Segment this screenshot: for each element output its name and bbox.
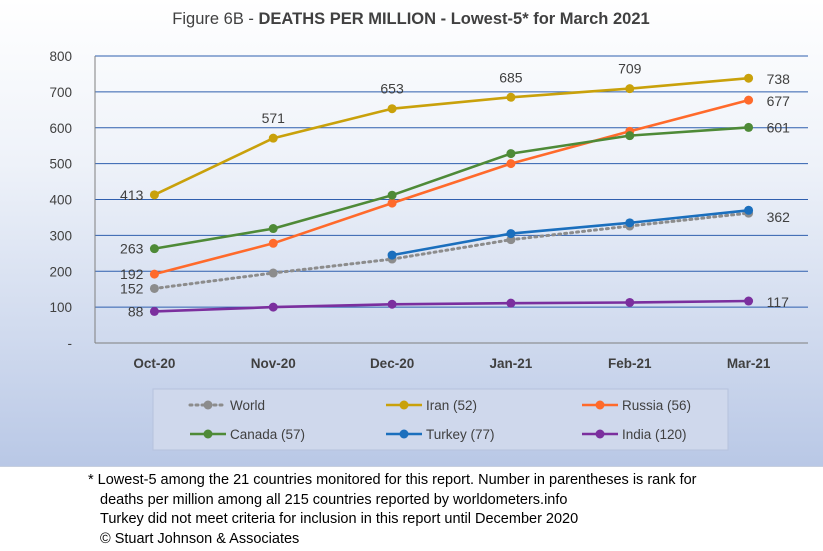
x-tick-label: Jan-21 <box>490 356 533 371</box>
data-label: 653 <box>380 81 404 97</box>
data-point <box>506 149 516 159</box>
data-label: 677 <box>767 93 791 109</box>
data-label: 117 <box>767 294 790 310</box>
data-point <box>149 269 159 279</box>
data-point <box>149 306 159 316</box>
data-point <box>506 159 516 169</box>
data-point <box>387 299 397 309</box>
legend-label: World <box>230 398 265 413</box>
series-line <box>152 211 751 290</box>
legend-swatch-marker <box>595 429 605 439</box>
y-tick-label: 800 <box>49 49 72 64</box>
legend: World Iran (52) Russia (56) Canada (57) Turk… <box>152 388 729 451</box>
chart-title: Figure 6B - DEATHS PER MILLION - Lowest-… <box>172 10 649 28</box>
data-label: 152 <box>120 280 144 296</box>
chart-title-main: DEATHS PER MILLION - Lowest-5* for March… <box>259 10 650 28</box>
series-layer <box>149 73 754 316</box>
data-point <box>387 104 397 114</box>
y-tick-label: 300 <box>49 228 72 243</box>
chart-title-prefix: Figure 6B - <box>172 10 258 28</box>
data-point <box>149 244 159 254</box>
data-point <box>387 198 397 208</box>
data-point <box>625 131 635 141</box>
y-tick-label: 100 <box>49 300 72 315</box>
data-label: 709 <box>618 61 642 77</box>
data-point <box>744 122 754 132</box>
data-point <box>387 250 397 260</box>
footnote-line-2: deaths per million among all 215 countri… <box>100 491 568 508</box>
data-point <box>625 84 635 94</box>
data-label: 362 <box>767 209 791 225</box>
x-tick-label: Dec-20 <box>370 356 414 371</box>
x-tick-label: Nov-20 <box>251 356 296 371</box>
y-tick-label: 700 <box>49 85 72 100</box>
legend-swatch-marker <box>203 429 213 439</box>
legend-swatch-marker <box>203 400 213 410</box>
data-point <box>625 297 635 307</box>
data-point <box>506 92 516 102</box>
legend-label: Turkey (77) <box>426 427 495 442</box>
data-label: 263 <box>120 241 144 257</box>
data-point <box>268 224 278 234</box>
footnote: * Lowest-5 among the 21 countries monito… <box>88 471 808 549</box>
data-point <box>268 238 278 248</box>
data-point <box>744 205 754 215</box>
x-tick-label: Oct-20 <box>133 356 175 371</box>
data-point <box>268 268 278 278</box>
y-tick-label: 500 <box>49 157 72 172</box>
line-chart: Figure 6B - DEATHS PER MILLION - Lowest-… <box>49 10 808 451</box>
data-label: 685 <box>499 69 523 85</box>
data-point <box>387 190 397 200</box>
series-line <box>154 126 749 250</box>
legend-swatch-marker <box>399 429 409 439</box>
data-point <box>744 296 754 306</box>
gridlines <box>95 55 808 308</box>
data-point <box>625 218 635 228</box>
legend-swatch-marker <box>399 400 409 410</box>
data-point <box>149 283 159 293</box>
series-line <box>154 299 749 313</box>
data-label: 413 <box>120 187 144 203</box>
chart-area: Figure 6B - DEATHS PER MILLION - Lowest-… <box>0 0 823 467</box>
legend-label: India (120) <box>622 427 687 442</box>
legend-label: Russia (56) <box>622 398 691 413</box>
footnote-line-1: * Lowest-5 among the 21 countries monito… <box>88 472 697 488</box>
series-line <box>391 209 749 257</box>
legend-label: Iran (52) <box>426 398 477 413</box>
footnote-line-4: © Stuart Johnson & Associates <box>100 530 300 547</box>
axes: - 100 200 300 400 500 600 700 800 Oct-20 Nov-20 Dec… <box>49 49 808 371</box>
data-label: 601 <box>767 119 791 135</box>
series-line <box>154 98 749 276</box>
data-point <box>506 298 516 308</box>
data-label: 738 <box>767 71 791 87</box>
data-label: 571 <box>262 110 286 126</box>
data-label: 88 <box>128 303 144 319</box>
y-tick-label: 600 <box>49 121 72 136</box>
y-tick-label: - <box>68 336 73 351</box>
data-point <box>149 190 159 200</box>
data-point <box>268 133 278 143</box>
data-point <box>744 73 754 83</box>
data-point <box>744 95 754 105</box>
legend-box <box>152 388 729 451</box>
series-line <box>153 76 749 196</box>
x-tick-label: Feb-21 <box>608 356 652 371</box>
y-tick-label: 200 <box>49 264 72 279</box>
legend-label: Canada (57) <box>230 427 305 442</box>
data-label: 192 <box>120 266 144 282</box>
data-labels: 152 362 413 571 653 685 709 738 192 677 263 601 88 11… <box>120 61 790 320</box>
footnote-line-3: Turkey did not meet criteria for inclusi… <box>100 511 579 527</box>
data-point <box>268 302 278 312</box>
data-point <box>506 229 516 239</box>
legend-swatch-marker <box>595 400 605 410</box>
y-tick-label: 400 <box>49 193 72 208</box>
x-tick-label: Mar-21 <box>727 356 771 371</box>
